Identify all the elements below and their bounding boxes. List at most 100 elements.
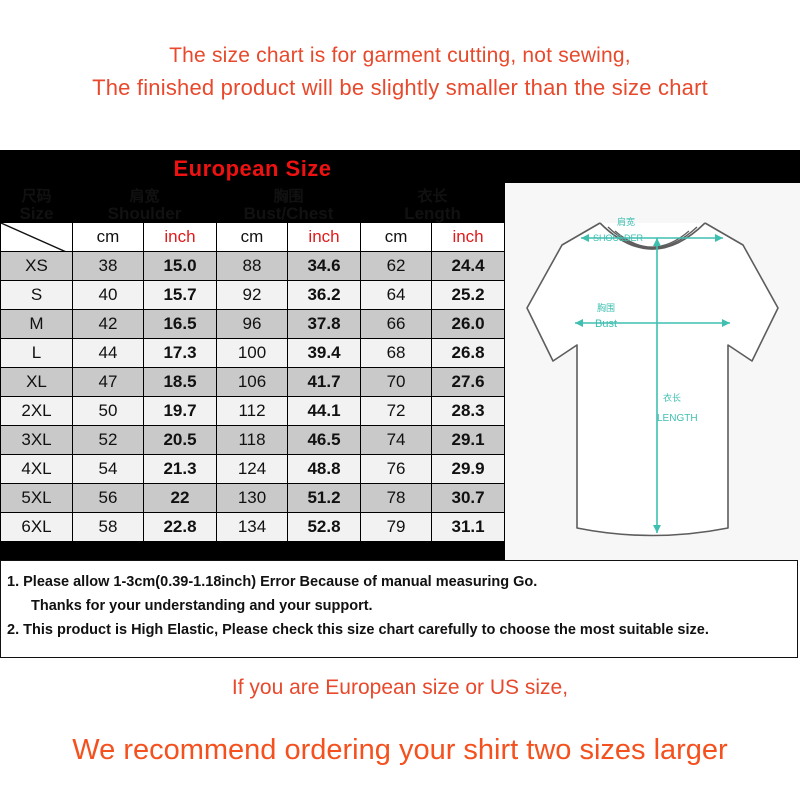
bust-arrow-left-icon	[575, 319, 583, 327]
table-row: XL 47 18.5 106 41.7 70 27.6	[0, 367, 506, 397]
cell-length-inch: 26.0	[431, 309, 506, 339]
cell-bust-cm: 92	[216, 280, 289, 310]
label-bust-cn: 胸围	[597, 302, 615, 313]
notes-box: 1. Please allow 1-3cm(0.39-1.18inch) Err…	[0, 560, 798, 658]
cell-shoulder-cm: 38	[72, 251, 144, 281]
cell-shoulder-inch: 17.3	[142, 338, 218, 368]
cell-length-cm: 68	[360, 338, 433, 368]
cell-shoulder-cm: 54	[72, 454, 144, 484]
cell-shoulder-cm: 47	[72, 367, 144, 397]
collar-mid-path	[607, 226, 698, 249]
note-line-1: 1. Please allow 1-3cm(0.39-1.18inch) Err…	[7, 574, 538, 590]
cell-shoulder-inch: 22.8	[142, 512, 218, 542]
label-shoulder-cn: 肩宽	[617, 216, 635, 227]
note-line-3: 2. This product is High Elastic, Please …	[7, 622, 709, 638]
cell-shoulder-cm: 50	[72, 396, 144, 426]
bottom-banner: If you are European size or US size, We …	[0, 668, 800, 778]
tshirt-body-path	[526, 222, 779, 537]
table-row: S 40 15.7 92 36.2 64 25.2	[0, 280, 506, 310]
cell-length-inch: 28.3	[431, 396, 506, 426]
top-banner-line-1: The size chart is for garment cutting, n…	[169, 44, 631, 67]
cell-shoulder-inch: 22	[142, 483, 218, 513]
label-length-cn: 衣长	[663, 392, 681, 403]
unit-length-inch: inch	[431, 222, 506, 252]
note-line-2: Thanks for your understanding and your s…	[31, 598, 373, 614]
cell-size: XS	[0, 251, 73, 281]
unit-bust-inch: inch	[287, 222, 362, 252]
cell-bust-cm: 118	[216, 425, 289, 455]
collar-inner-path	[614, 230, 690, 248]
cell-bust-cm: 134	[216, 512, 289, 542]
cell-length-cm: 62	[360, 251, 433, 281]
table-row: 3XL 52 20.5 118 46.5 74 29.1	[0, 425, 506, 455]
cell-bust-inch: 34.6	[287, 251, 362, 281]
length-arrow-top-icon	[653, 238, 661, 246]
unit-shoulder-cm: cm	[72, 222, 144, 252]
label-shoulder-en: SHOULDER	[593, 233, 644, 243]
header-size: 尺码 Size	[0, 187, 73, 223]
cell-bust-cm: 130	[216, 483, 289, 513]
table-row: L 44 17.3 100 39.4 68 26.8	[0, 338, 506, 368]
cell-shoulder-inch: 15.0	[142, 251, 218, 281]
header-bust: 胸围 Bust/Chest	[216, 187, 362, 223]
label-bust-en: Bust	[595, 318, 617, 330]
shirt-diagram-panel: 肩宽 SHOULDER 胸围 Bust 衣长 LENGTH	[505, 150, 800, 560]
cell-shoulder-inch: 20.5	[142, 425, 218, 455]
unit-shoulder-inch: inch	[142, 222, 218, 252]
unit-bust-cm: cm	[216, 222, 289, 252]
cell-bust-inch: 36.2	[287, 280, 362, 310]
cell-length-cm: 70	[360, 367, 433, 397]
tshirt-illustration: 肩宽 SHOULDER 胸围 Bust 衣长 LENGTH	[526, 216, 779, 537]
size-table-title: European Size	[0, 150, 505, 187]
cell-bust-inch: 39.4	[287, 338, 362, 368]
cell-length-cm: 79	[360, 512, 433, 542]
bust-arrow-right-icon	[722, 319, 730, 327]
top-banner-line-2: The finished product will be slightly sm…	[92, 75, 708, 100]
cell-length-cm: 66	[360, 309, 433, 339]
shoulder-arrow-right-icon	[715, 234, 723, 242]
size-table-body: XS 38 15.0 88 34.6 62 24.4 S 40 15.7 92 36.2 64 25.2 M…	[0, 251, 506, 542]
cell-bust-inch: 37.8	[287, 309, 362, 339]
header-bust-cn: 胸围	[273, 188, 304, 205]
table-row: 4XL 54 21.3 124 48.8 76 29.9	[0, 454, 506, 484]
bottom-banner-line-1: If you are European size or US size,	[231, 676, 569, 699]
cell-size: 5XL	[0, 483, 73, 513]
cell-shoulder-cm: 42	[72, 309, 144, 339]
header-bust-en: Bust/Chest	[243, 204, 334, 223]
cell-bust-inch: 48.8	[287, 454, 362, 484]
table-row: 5XL 56 22 130 51.2 78 30.7	[0, 483, 506, 513]
collar-outer-path	[599, 222, 706, 250]
header-size-cn: 尺码	[21, 188, 52, 205]
diagonal-slash-icon	[1, 223, 65, 251]
cell-length-inch: 24.4	[431, 251, 506, 281]
cell-length-cm: 64	[360, 280, 433, 310]
header-shoulder: 肩宽 Shoulder	[71, 187, 218, 223]
cell-bust-inch: 41.7	[287, 367, 362, 397]
cell-bust-cm: 88	[216, 251, 289, 281]
cell-bust-cm: 106	[216, 367, 289, 397]
cell-shoulder-inch: 15.7	[142, 280, 218, 310]
cell-length-inch: 30.7	[431, 483, 506, 513]
cell-size: S	[0, 280, 73, 310]
cell-shoulder-inch: 21.3	[142, 454, 218, 484]
cell-size: 6XL	[0, 512, 73, 542]
cell-length-inch: 29.1	[431, 425, 506, 455]
header-shoulder-en: Shoulder	[107, 204, 182, 223]
shirt-diagram: 肩宽 SHOULDER 胸围 Bust 衣长 LENGTH	[505, 183, 800, 560]
cell-size: M	[0, 309, 73, 339]
cell-shoulder-inch: 19.7	[142, 396, 218, 426]
cell-size: 4XL	[0, 454, 73, 484]
cell-bust-cm: 96	[216, 309, 289, 339]
table-header-row: 尺码 Size 肩宽 Shoulder 胸围 Bust/Chest 衣长 Len…	[0, 187, 506, 223]
cell-bust-cm: 124	[216, 454, 289, 484]
cell-shoulder-cm: 40	[72, 280, 144, 310]
length-arrow-bottom-icon	[653, 525, 661, 533]
cell-bust-inch: 51.2	[287, 483, 362, 513]
cell-length-cm: 72	[360, 396, 433, 426]
cell-length-inch: 27.6	[431, 367, 506, 397]
cell-length-inch: 31.1	[431, 512, 506, 542]
cell-bust-cm: 112	[216, 396, 289, 426]
label-length-en: LENGTH	[657, 413, 698, 424]
header-shoulder-cn: 肩宽	[129, 188, 160, 205]
cell-size: 3XL	[0, 425, 73, 455]
